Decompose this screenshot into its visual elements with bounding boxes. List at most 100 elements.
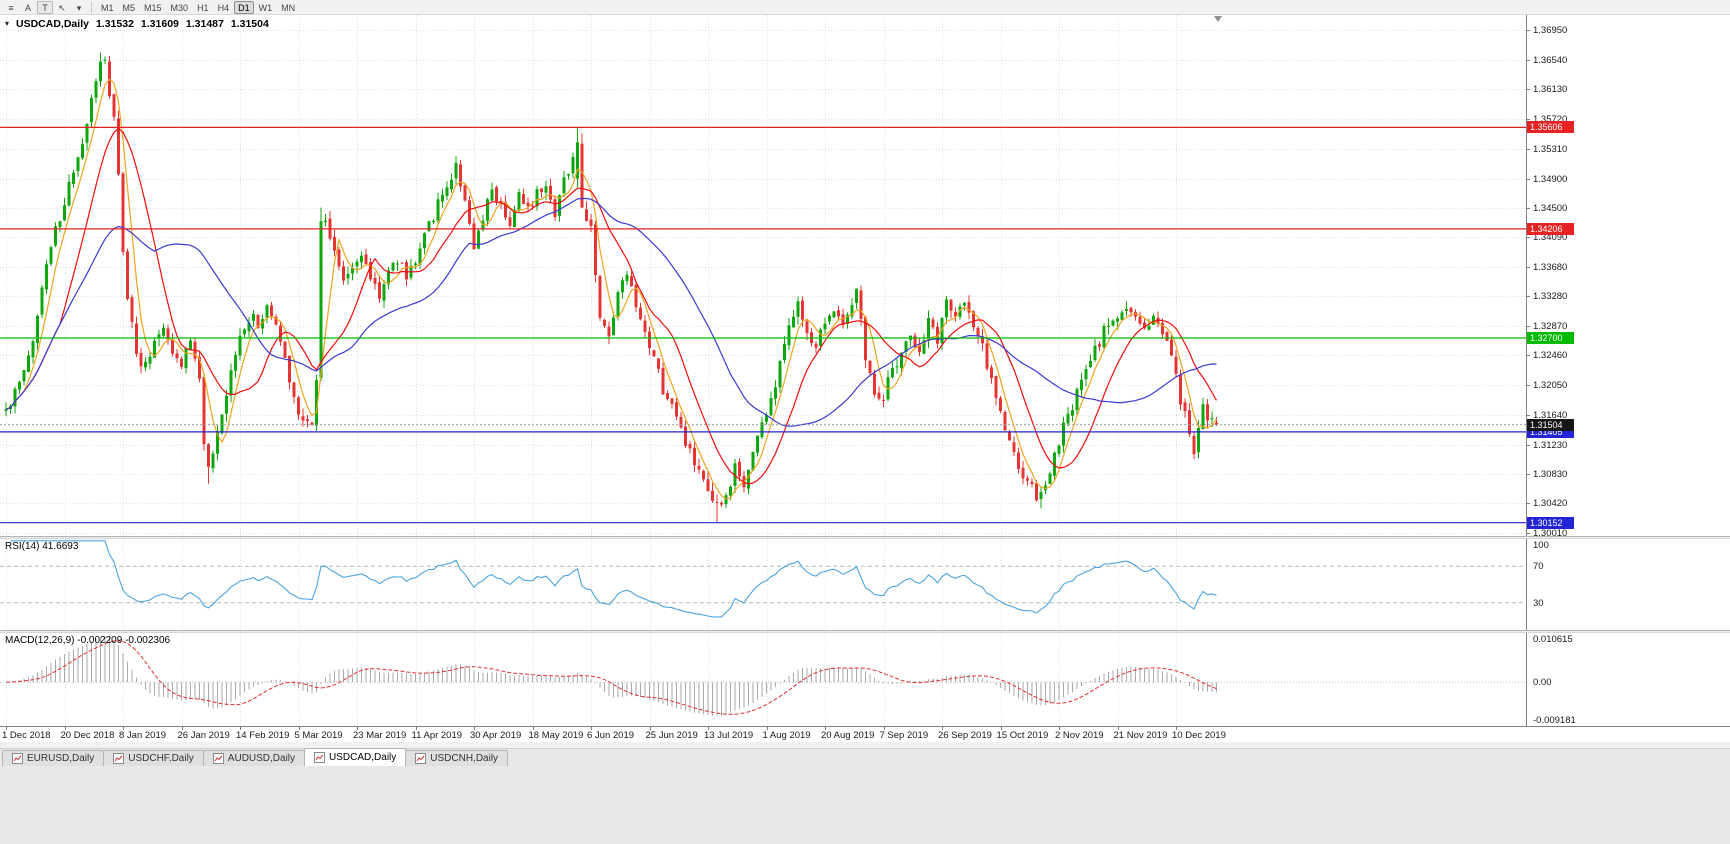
macd-canvas[interactable] <box>0 633 1526 726</box>
date-axis-tick <box>942 727 943 730</box>
macd-axis-label: -0.009181 <box>1533 715 1576 726</box>
chart-tab-label: USDCHF,Daily <box>128 753 194 764</box>
dropdown-caret-icon[interactable]: ▾ <box>76 2 82 13</box>
timeframe-button-group: M1 M5 M15 M30 H1 H4 D1 W1 MN <box>97 0 300 14</box>
pane-resize-divider[interactable] <box>0 630 1730 633</box>
price-axis-label: 1.31640 <box>1533 409 1568 421</box>
cursor-tool-icon[interactable]: ↖ <box>58 2 66 13</box>
price-axis-label: 1.30420 <box>1533 498 1568 510</box>
letter-a-button[interactable]: A <box>24 2 31 13</box>
rsi-axis-label: 100 <box>1533 540 1549 551</box>
timeframe-button-m15[interactable]: M15 <box>144 2 162 13</box>
price-axis-tick <box>1527 119 1530 121</box>
rsi-axis-label: 70 <box>1533 561 1544 573</box>
price-axis-tick <box>1527 355 1530 357</box>
chart-shift-marker[interactable] <box>1214 16 1222 22</box>
price-chart-canvas[interactable] <box>0 15 1526 536</box>
price-axis-label: 1.36540 <box>1533 54 1568 66</box>
date-axis-label: 2 Nov 2019 <box>1055 730 1104 741</box>
price-axis-tick <box>1527 473 1530 475</box>
price-axis-label: 1.31230 <box>1533 439 1568 451</box>
chart-title: ▾ USDCAD,Daily 1.31532 1.31609 1.31487 1… <box>5 18 269 30</box>
price-axis-tick <box>1527 325 1530 327</box>
chart-tab-audusd[interactable]: AUDUSD,Daily <box>202 750 306 766</box>
date-axis-tick <box>181 727 183 730</box>
price-axis-tick <box>1527 444 1530 446</box>
price-axis-label: 1.32870 <box>1533 320 1568 332</box>
date-axis-label: 1 Dec 2018 <box>2 730 51 741</box>
timeframe-button-h1[interactable]: H1 <box>197 2 209 13</box>
level-price-tag: 1.34206 <box>1527 222 1574 235</box>
date-axis-label: 13 Jul 2019 <box>704 730 754 741</box>
date-axis-label: 20 Dec 2018 <box>60 730 115 741</box>
timeframe-button-m5[interactable]: M5 <box>122 2 136 13</box>
text-tool-button[interactable]: T <box>37 0 53 14</box>
mini-chart-icon <box>314 752 326 763</box>
price-axis-tick <box>1527 59 1530 61</box>
price-axis-tick <box>1527 533 1530 534</box>
price-axis-tick <box>1527 178 1530 180</box>
price-axis-label: 1.33280 <box>1533 290 1568 302</box>
mini-chart-icon <box>113 753 125 764</box>
date-axis-label: 7 Sep 2019 <box>879 730 929 741</box>
date-axis-tick <box>1059 727 1060 730</box>
chart-tab-bar: EURUSD,Daily USDCHF,Daily AUDUSD,Daily USDC… <box>0 748 1730 766</box>
timeframe-button-m30[interactable]: M30 <box>170 2 189 13</box>
rsi-label: RSI(14) 41.6693 <box>5 541 79 552</box>
price-axis-label: 1.34500 <box>1533 202 1568 214</box>
price-axis-label: 1.32050 <box>1533 380 1568 392</box>
chart-tab-usdcnh[interactable]: USDCNH,Daily <box>405 750 509 766</box>
date-axis-tick <box>298 727 300 730</box>
timeframe-button-m1[interactable]: M1 <box>101 2 114 13</box>
chart-tab-label: USDCNH,Daily <box>430 753 499 764</box>
date-axis-label: 6 Jun 2019 <box>587 730 635 741</box>
chart-tab-label: AUDUSD,Daily <box>227 753 296 764</box>
date-axis-label: 15 Oct 2019 <box>996 730 1049 741</box>
ohlc-close: 1.31504 <box>230 18 269 30</box>
chart-tab-usdcad[interactable]: USDCAD,Daily <box>304 748 407 766</box>
level-price-tag: 1.35606 <box>1527 121 1574 134</box>
date-axis-tick <box>1000 727 1002 730</box>
macd-indicator-pane[interactable]: MACD(12,26,9) -0.002209 -0.002306 <box>0 633 1526 726</box>
chart-tab-label: EURUSD,Daily <box>27 753 95 764</box>
date-axis-label: 18 May 2019 <box>528 730 584 741</box>
rsi-indicator-pane[interactable]: RSI(14) 41.6693 <box>0 539 1526 630</box>
date-axis-tick <box>532 727 534 730</box>
timeframe-button-d1[interactable]: D1 <box>234 0 254 14</box>
macd-axis-label: 0.00 <box>1533 677 1552 689</box>
price-axis-tick <box>1527 503 1530 505</box>
rsi-axis-label: 30 <box>1533 597 1544 609</box>
symbol-dropdown-icon[interactable]: ▾ <box>5 19 10 28</box>
price-axis-tick <box>1527 237 1530 239</box>
level-price-tag: 1.32700 <box>1527 332 1574 345</box>
timeframe-button-mn[interactable]: MN <box>281 2 296 13</box>
price-axis-label: 1.32460 <box>1533 350 1568 362</box>
date-axis-label: 20 Aug 2019 <box>821 730 875 741</box>
ohlc-low: 1.31487 <box>185 18 224 30</box>
price-axis-label: 1.36950 <box>1533 25 1568 36</box>
date-axis-tick <box>415 727 417 730</box>
price-axis-label: 1.36130 <box>1533 84 1568 96</box>
date-axis-tick <box>591 727 592 730</box>
date-axis-label: 11 Apr 2019 <box>411 730 463 741</box>
price-axis-tick <box>1527 30 1530 31</box>
date-axis-tick <box>708 727 709 730</box>
date-axis-tick <box>649 727 651 730</box>
date-axis-label: 26 Jan 2019 <box>177 730 230 741</box>
price-chart-pane[interactable]: ▾ USDCAD,Daily 1.31532 1.31609 1.31487 1… <box>0 15 1526 536</box>
date-axis-tick <box>474 727 475 730</box>
timeframe-button-h4[interactable]: H4 <box>217 2 230 13</box>
chart-tab-eurusd[interactable]: EURUSD,Daily <box>2 750 105 766</box>
date-axis-tick <box>6 727 7 730</box>
rsi-canvas[interactable] <box>0 539 1526 630</box>
date-axis-label: 10 Dec 2019 <box>1172 730 1226 741</box>
date-axis[interactable]: 1 Dec 2018 20 Dec 2018 8 Jan 2019 26 Jan 20… <box>0 726 1730 742</box>
timeframe-button-w1[interactable]: W1 <box>258 2 273 13</box>
price-axis-label: 1.33680 <box>1533 262 1568 273</box>
chart-tab-usdchf[interactable]: USDCHF,Daily <box>103 750 204 766</box>
mini-chart-icon <box>415 753 427 764</box>
price-axis[interactable]: 1.36950 1.36540 1.36130 1.35720 1.35310 1.349… <box>1526 15 1730 726</box>
pane-resize-divider[interactable] <box>0 536 1730 539</box>
ohlc-high: 1.31609 <box>140 18 179 30</box>
chart-objects-icon[interactable]: ≡ <box>8 2 14 13</box>
